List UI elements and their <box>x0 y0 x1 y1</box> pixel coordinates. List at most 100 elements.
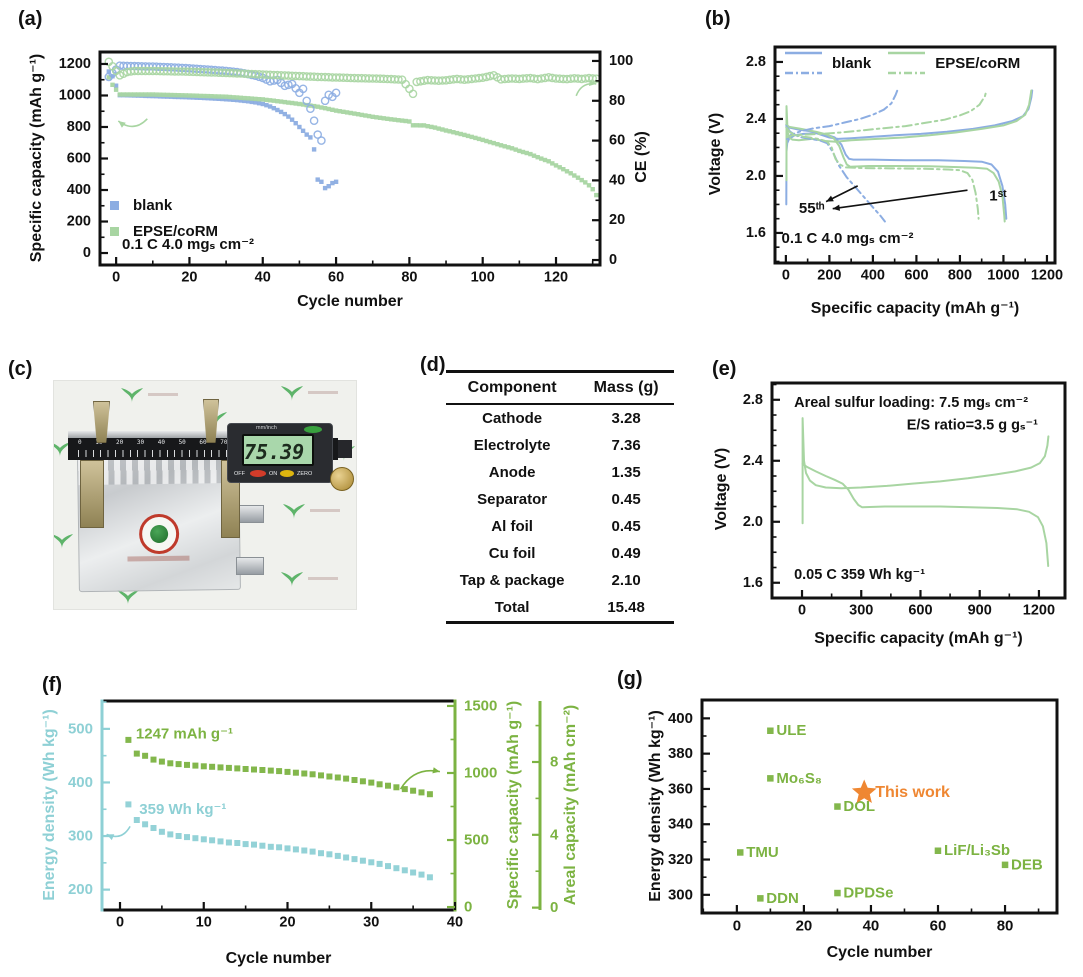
series-charge-7.5mg <box>801 417 1050 525</box>
chart-a-cycling: 0 20 40 60 80 100 1200200400600800100012000204… <box>59 50 633 286</box>
table-row: Separator 0.45 <box>446 486 674 513</box>
series-epse-1st-charge <box>785 89 1033 182</box>
svg-text:359 Wh kg⁻¹: 359 Wh kg⁻¹ <box>139 801 226 818</box>
svg-text:1200: 1200 <box>1031 268 1063 284</box>
svg-text:0: 0 <box>83 245 91 261</box>
mm-inch-button <box>304 426 322 433</box>
panel-b-label: (b) <box>705 8 731 30</box>
svg-text:DEB: DEB <box>1011 856 1043 873</box>
svg-text:ULE: ULE <box>776 722 806 739</box>
university-watermark-icon <box>120 385 144 408</box>
caliper-display-unit: mm/inch 75.39 OFF ON ZERO <box>227 423 333 483</box>
panel-e: (e) 0 300 600 900 1200 1.6 2.0 2.4 2.8 Areal sulf… <box>700 348 1083 660</box>
series-epse-55th-discharge <box>785 126 980 220</box>
on-label: ON <box>269 471 278 477</box>
svg-text:0.1 C 4.0 mgₛ cm⁻²: 0.1 C 4.0 mgₛ cm⁻² <box>782 230 914 247</box>
svg-text:200: 200 <box>817 268 841 284</box>
svg-text:400: 400 <box>68 774 93 791</box>
legend-label-blank: blank <box>133 196 173 214</box>
svg-text:320: 320 <box>668 851 693 868</box>
university-watermark-icon <box>116 587 140 609</box>
svg-text:200: 200 <box>67 214 91 230</box>
caliper-thumb-wheel <box>330 467 354 491</box>
axis-label-y-b: Voltage (V) <box>707 112 724 196</box>
legend-item-blank: blank <box>110 192 218 218</box>
table-cell: Cathode <box>482 410 543 427</box>
panel-f-label: (f) <box>42 674 62 696</box>
table-cell: 7.36 <box>611 437 641 454</box>
university-watermark-icon <box>280 383 304 406</box>
svg-text:1247 mAh g⁻¹: 1247 mAh g⁻¹ <box>136 726 233 743</box>
table-row: Al foil 0.45 <box>446 513 674 540</box>
panel-e-label: (e) <box>712 358 737 380</box>
svg-text:DOL: DOL <box>843 798 875 815</box>
cell-logo-text <box>127 555 190 562</box>
chart-f-energy-density: 0 10 20 30 40 200 300 400 500 0 500 1000 1500 0 4 8 1247… <box>68 697 559 931</box>
svg-text:1200: 1200 <box>59 56 91 72</box>
dashdot-line-sample-green <box>888 71 926 75</box>
series-epse-corm-capacity <box>106 75 599 198</box>
svg-text:300: 300 <box>849 603 873 619</box>
svg-text:60: 60 <box>609 133 625 149</box>
solid-line-sample-green <box>888 51 926 55</box>
series-discharge-7.5mg <box>801 462 1050 567</box>
caliper-lcd-reading: 75.39 <box>242 434 314 466</box>
panel-f: (f) 0 10 20 30 40 200 300 400 500 0 500 1000 1500 0 4 8… <box>25 660 640 977</box>
axis-label-y-a: Specific capacity (mAh g⁻¹) <box>28 53 45 263</box>
off-label: OFF <box>234 471 245 477</box>
legend-swatch-blank <box>110 200 119 210</box>
svg-text:0: 0 <box>609 252 617 268</box>
table-header-cell: Component <box>467 379 557 396</box>
table-row: Cathode 3.28 <box>446 405 674 432</box>
svg-text:0: 0 <box>116 915 124 931</box>
series-specific-capacity <box>125 736 433 798</box>
caliper-beam-edge <box>68 431 228 438</box>
table-header-row: Component Mass (g) <box>446 373 674 405</box>
svg-text:500: 500 <box>464 832 489 849</box>
svg-text:800: 800 <box>948 268 972 284</box>
svg-text:380: 380 <box>668 745 693 762</box>
svg-text:1ˢᵗ: 1ˢᵗ <box>989 187 1007 204</box>
svg-text:1000: 1000 <box>59 87 91 103</box>
series-epse-55th-charge <box>785 89 988 139</box>
table-cell: Electrolyte <box>473 437 551 454</box>
table-cell: Anode <box>488 464 536 481</box>
university-watermark-icon <box>280 569 304 592</box>
svg-text:4: 4 <box>550 826 559 843</box>
svg-text:60: 60 <box>328 270 344 286</box>
panel-a-label: (a) <box>18 8 43 30</box>
svg-text:100: 100 <box>609 53 633 69</box>
axis-label-y3-f: Areal capacity (mAh cm⁻²) <box>562 704 579 906</box>
svg-text:0: 0 <box>733 917 741 934</box>
svg-text:20: 20 <box>609 212 625 228</box>
svg-text:600: 600 <box>908 603 932 619</box>
svg-text:2.0: 2.0 <box>746 168 766 184</box>
caliper-scale: 0 10 20 30 40 50 60 70 <box>78 439 228 446</box>
table-cell: 0.49 <box>611 545 641 562</box>
svg-text:40: 40 <box>609 172 625 188</box>
zero-button <box>280 470 294 477</box>
svg-text:40: 40 <box>447 915 463 931</box>
svg-text:1200: 1200 <box>1023 603 1055 619</box>
svg-text:1000: 1000 <box>464 764 497 781</box>
series-energy-density <box>125 801 433 881</box>
svg-text:40: 40 <box>863 917 880 934</box>
table-cell: Al foil <box>491 518 533 535</box>
svg-text:0: 0 <box>782 268 790 284</box>
panel-b: (b) 0 200 400 600 800 1000 1200 1.6 2.0 2.4 2.8 0.1… <box>700 0 1083 335</box>
axis-label-x-a: Cycle number <box>297 293 403 310</box>
svg-text:1000: 1000 <box>987 268 1019 284</box>
svg-text:2.0: 2.0 <box>743 514 763 530</box>
table-cell: Total <box>494 599 530 616</box>
axis-label-y2-f: Specific capacity (mAh g⁻¹) <box>505 700 522 910</box>
svg-text:400: 400 <box>668 710 693 727</box>
svg-text:55ᵗʰ: 55ᵗʰ <box>799 200 825 217</box>
svg-text:DDN: DDN <box>766 890 799 907</box>
svg-text:200: 200 <box>68 881 93 898</box>
svg-text:1500: 1500 <box>464 697 497 714</box>
svg-text:900: 900 <box>968 603 992 619</box>
cell-logo-emblem <box>150 524 169 544</box>
table-row: Electrolyte 7.36 <box>446 432 674 459</box>
table-cell: 0.45 <box>611 491 641 508</box>
